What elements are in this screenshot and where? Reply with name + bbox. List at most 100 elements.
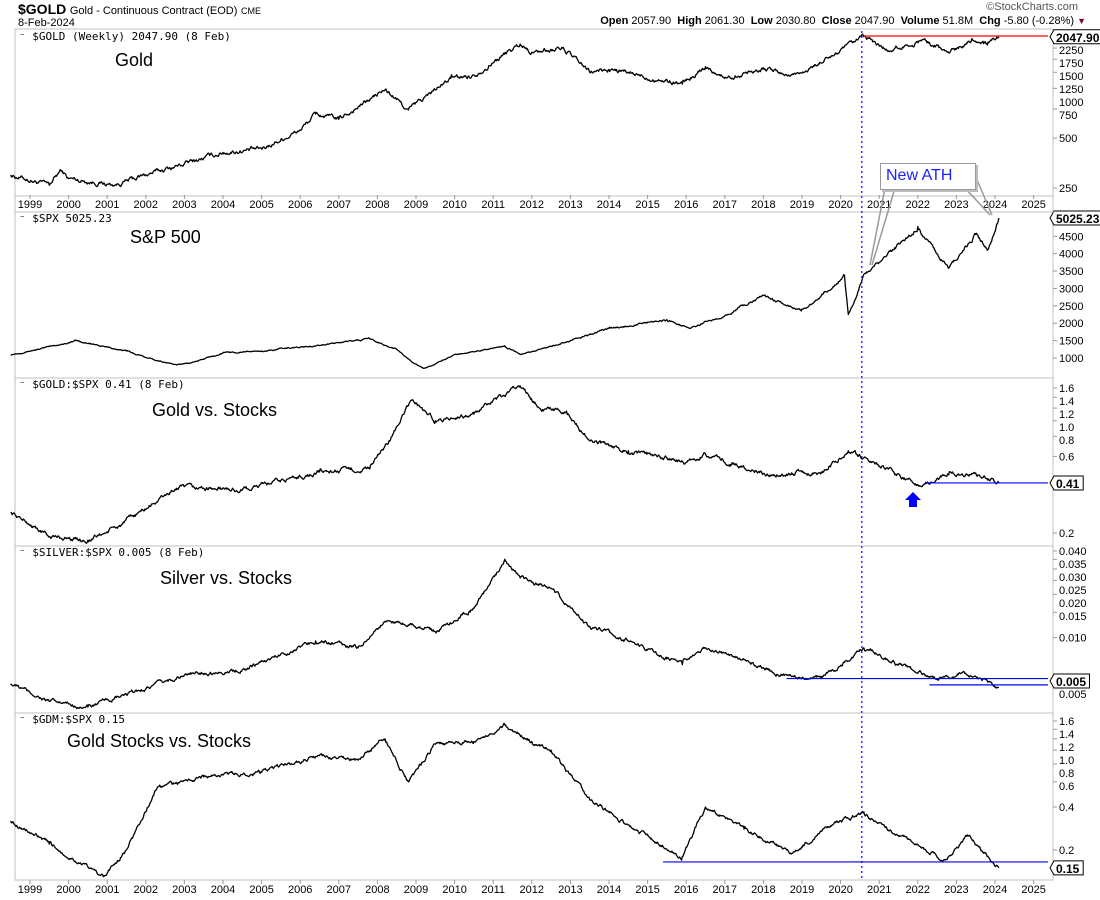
price-line: [10, 217, 1000, 370]
panel-2: 4500 4000 3500 3000 2500 2000 1500 1000 5025.23 ⁻…: [10, 210, 1100, 379]
chart-date: 8-Feb-2024: [18, 17, 75, 29]
y-tick-label: 1.0: [1059, 422, 1074, 434]
y-tick-label: 750: [1059, 110, 1077, 122]
y-tick-label: 3000: [1059, 283, 1083, 295]
low-label: Low: [750, 15, 773, 27]
x-tick-label: 2004: [211, 199, 235, 211]
close-value: 2047.90: [854, 15, 895, 27]
x-tick-label: 2005: [249, 199, 273, 211]
y-tick-label: 1.2: [1059, 409, 1074, 421]
x-tick-label: 2021: [867, 199, 891, 211]
x-tick-label: 2002: [134, 199, 158, 211]
panel-legend: ⁻ $SILVER:$SPX 0.005 (8 Feb): [19, 546, 204, 559]
x-tick-label: 2022: [906, 884, 930, 896]
x-tick-label: 1999: [18, 199, 42, 211]
x-tick-label: 2004: [211, 884, 235, 896]
x-tick-label: 2001: [95, 884, 119, 896]
y-tick-label: 0.040: [1059, 546, 1087, 558]
x-tick-label: 2024: [983, 884, 1007, 896]
x-axis-top: 1999 2000 2001 2002 2003 2004 2005 2006 2007 2008…: [14, 195, 1054, 213]
low-value: 2030.80: [775, 15, 816, 27]
x-tick-label: 2015: [635, 884, 659, 896]
x-tick-label: 2000: [56, 884, 80, 896]
y-tick-label: 0.030: [1059, 572, 1087, 584]
price-line: [10, 722, 1000, 878]
y-tick-label: 0.2: [1059, 528, 1074, 540]
high-value: 2061.30: [704, 15, 745, 27]
x-tick-label: 2012: [520, 884, 544, 896]
x-tick-label: 2009: [404, 199, 428, 211]
x-tick-label: 2005: [249, 884, 273, 896]
y-tick-label: 1.0: [1059, 755, 1074, 767]
symbol: $GOLD: [18, 1, 67, 17]
x-tick-label: 2020: [828, 884, 852, 896]
x-tick-label: 2006: [288, 884, 312, 896]
panel-title: Gold: [115, 50, 153, 70]
y-tick-label: 1.6: [1059, 383, 1074, 395]
x-tick-label: 2025: [1021, 884, 1045, 896]
panel-legend: ⁻ $SPX 5025.23: [19, 212, 112, 225]
y-tick-label: 0.2: [1059, 845, 1074, 857]
price-line: [10, 33, 1000, 188]
y-tick-label: 3500: [1059, 266, 1083, 278]
y-tick-label: 0.6: [1059, 781, 1074, 793]
y-tick-label: 1500: [1059, 71, 1083, 83]
open-value: 2057.90: [631, 15, 672, 27]
tag-value: 2047.90: [1056, 31, 1100, 45]
ohlc-summary: Open 2057.90 High 2061.30 Low 2030.80 Cl…: [600, 15, 1086, 27]
y-tick-label: 0.8: [1059, 435, 1074, 447]
x-tick-label: 2011: [481, 884, 505, 896]
down-triangle-icon: ▼: [1077, 16, 1086, 26]
x-tick-label: 2018: [751, 199, 775, 211]
panel-frame: [14, 712, 1054, 881]
x-tick-label: 2019: [790, 199, 814, 211]
x-tick-label: 2007: [327, 884, 351, 896]
x-tick-label: 2014: [597, 199, 621, 211]
panel-legend: ⁻ $GDM:$SPX 0.15: [19, 713, 125, 726]
callout-pointer: [964, 174, 993, 216]
volume-label: Volume: [900, 15, 940, 27]
y-tick-label: 1500: [1059, 336, 1083, 348]
x-tick-label: 2014: [597, 884, 621, 896]
x-tick-label: 2016: [674, 199, 698, 211]
x-tick-label: 2000: [56, 199, 80, 211]
y-tick-label: 1000: [1059, 353, 1083, 365]
y-tick-label: 0.025: [1059, 585, 1087, 597]
y-tick-label: 0.020: [1059, 598, 1087, 610]
close-label: Close: [821, 15, 852, 27]
y-tick-label: 2500: [1059, 301, 1083, 313]
tag-box: [1049, 673, 1090, 689]
tag-box: [1049, 29, 1100, 45]
chg-value: -5.80 (-0.28%): [1003, 15, 1075, 27]
x-tick-label: 2010: [442, 884, 466, 896]
x-tick-label: 2018: [751, 884, 775, 896]
x-tick-label: 2025: [1021, 199, 1045, 211]
panel-title: Gold vs. Stocks: [152, 400, 277, 420]
x-tick-label: 2002: [134, 884, 158, 896]
tag-value: 0.005: [1056, 675, 1086, 689]
tag-box: [1049, 860, 1084, 876]
y-tick-label: 0.035: [1059, 559, 1087, 571]
annotation-callout: New ATH: [880, 163, 976, 190]
axis-band: [14, 195, 1054, 213]
panel-title: S&P 500: [130, 227, 201, 247]
tag-value: 5025.23: [1056, 212, 1100, 226]
y-tick-label: 250: [1059, 183, 1077, 195]
panel-legend: ⁻ $GOLD:$SPX 0.41 (8 Feb): [19, 378, 185, 391]
tag-value: 0.41: [1056, 477, 1080, 491]
x-tick-label: 2022: [906, 199, 930, 211]
y-tick-label: 0.015: [1059, 611, 1087, 623]
x-axis-bottom: 1999 2000 2001 2002 2003 2004 2005 2006 2007 2008…: [18, 880, 1046, 896]
panel-3: 1.61.41.21.00.8 0.6 0.2 0.41 ⁻ $GOLD:$SPX 0.…: [10, 377, 1084, 547]
x-tick-label: 2003: [172, 884, 196, 896]
x-tick-label: 2023: [944, 884, 968, 896]
x-tick-label: 2011: [481, 199, 505, 211]
x-tick-label: 2007: [327, 199, 351, 211]
y-tick-label: 0.6: [1059, 451, 1074, 463]
x-tick-label: 2015: [635, 199, 659, 211]
y-tick-label: 1.4: [1059, 396, 1074, 408]
x-tick-label: 2001: [95, 199, 119, 211]
